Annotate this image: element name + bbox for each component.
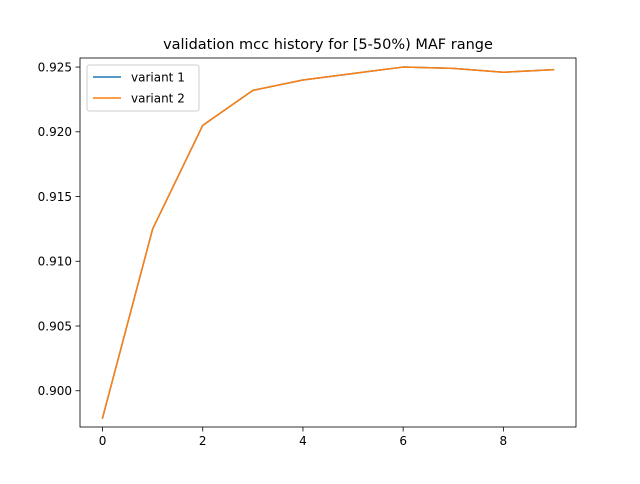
x-tick-label: 8 [500,434,508,448]
legend-label-2: variant 2 [131,91,185,105]
plot-area: 0 2 4 6 8 0.900 0.905 0.910 0.915 0.920 0.925 varia… [38,57,577,448]
y-tick-label: 0.905 [38,319,72,333]
y-tick-label: 0.915 [38,190,72,204]
y-tick-label: 0.925 [38,60,72,74]
x-tick-label: 4 [299,434,307,448]
legend: variant 1 variant 2 [86,64,200,112]
x-tick-label: 0 [99,434,107,448]
axes-frame [79,57,577,428]
y-tick-label: 0.910 [38,255,72,269]
y-tick-label: 0.900 [38,384,72,398]
legend-label-1: variant 1 [131,70,185,84]
x-tick-label: 6 [399,434,407,448]
series-line-2 [101,66,555,419]
x-tick-label: 2 [199,434,207,448]
y-tick-label: 0.920 [38,125,72,139]
chart-title: validation mcc history for [5-50%) MAF r… [163,37,493,53]
